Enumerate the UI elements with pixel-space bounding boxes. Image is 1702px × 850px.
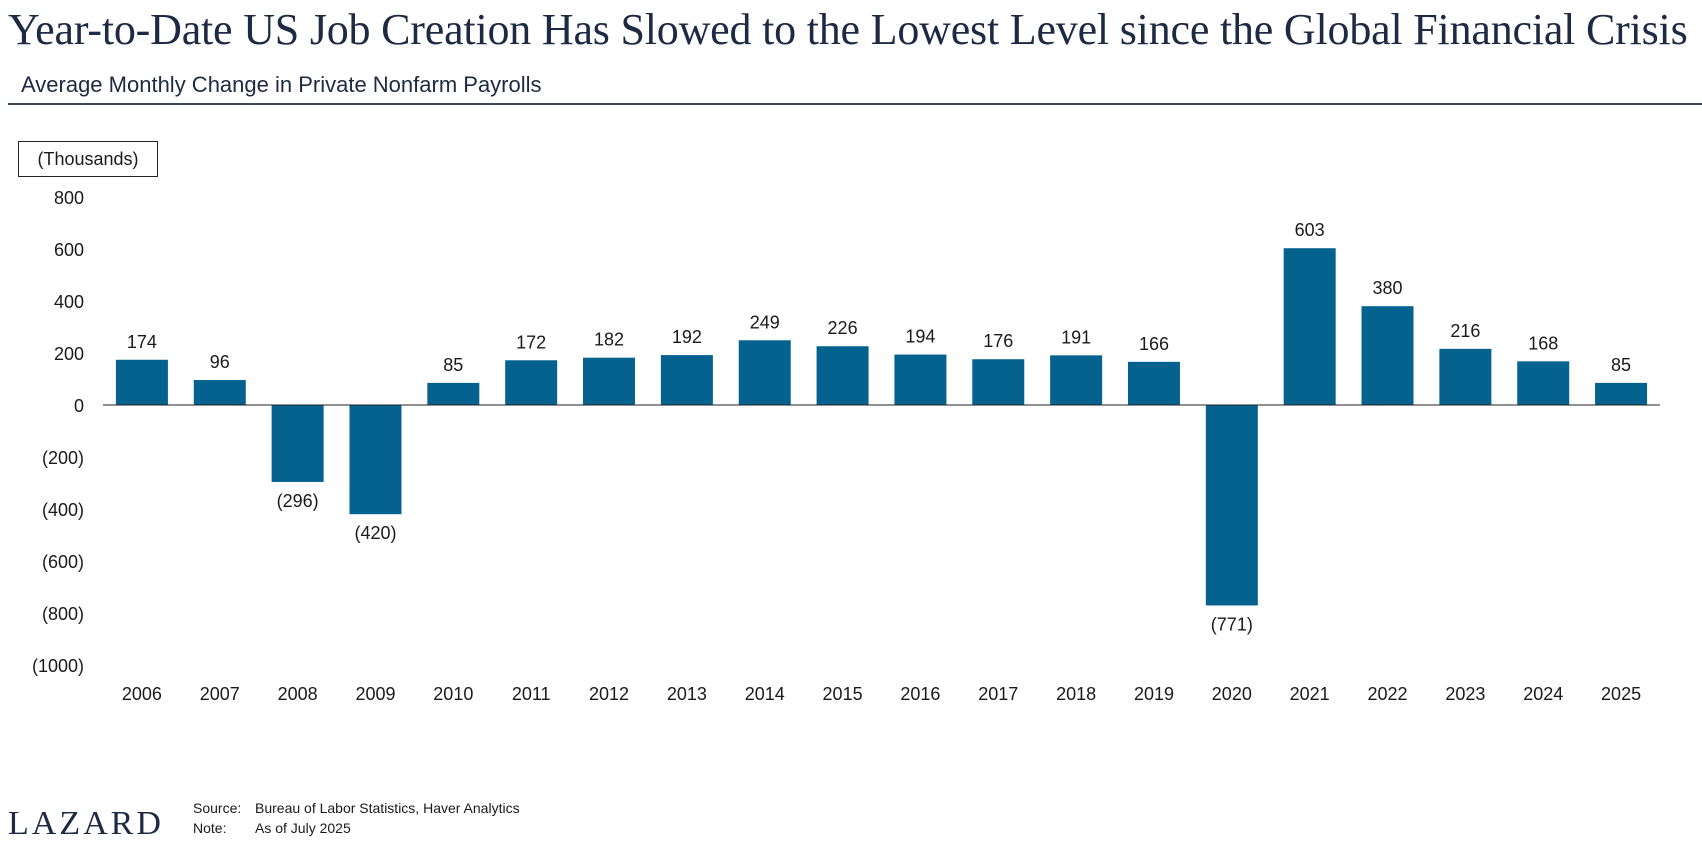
x-tick-label: 2006 xyxy=(122,684,162,704)
bar xyxy=(1283,248,1336,405)
x-tick-label: 2011 xyxy=(512,684,551,704)
lazard-logo: LAZARD xyxy=(8,805,164,842)
x-tick-label: 2022 xyxy=(1368,684,1408,704)
data-label: 85 xyxy=(443,355,463,375)
data-label: 172 xyxy=(516,332,546,352)
bar xyxy=(1127,361,1180,405)
bar xyxy=(115,359,168,405)
y-tick-label: 600 xyxy=(54,240,84,260)
x-tick-label: 2023 xyxy=(1445,684,1485,704)
data-label: (771) xyxy=(1211,614,1253,634)
x-tick-label: 2014 xyxy=(745,684,785,704)
x-tick-label: 2015 xyxy=(823,684,863,704)
bar xyxy=(349,405,402,515)
chart-title: Year-to-Date US Job Creation Has Slowed … xyxy=(8,5,1688,54)
x-tick-label: 2020 xyxy=(1212,684,1252,704)
data-label: 192 xyxy=(672,327,702,347)
y-tick-label: 800 xyxy=(54,188,84,208)
x-tick-label: 2016 xyxy=(900,684,940,704)
bar xyxy=(738,340,791,405)
data-label: 249 xyxy=(750,312,780,332)
x-tick-label: 2017 xyxy=(978,684,1018,704)
x-tick-label: 2009 xyxy=(355,684,395,704)
note-key: Note: xyxy=(193,820,227,836)
source-text: Bureau of Labor Statistics, Haver Analyt… xyxy=(255,800,520,816)
header-divider xyxy=(8,103,1702,105)
x-tick-label: 2008 xyxy=(278,684,318,704)
x-tick-label: 2025 xyxy=(1601,684,1641,704)
unit-label: (Thousands) xyxy=(18,141,158,177)
data-label: 226 xyxy=(828,318,858,338)
y-tick-label: (400) xyxy=(42,500,84,520)
chart-subtitle: Average Monthly Change in Private Nonfar… xyxy=(21,72,542,97)
bar xyxy=(1439,348,1492,405)
data-label: 174 xyxy=(127,332,157,352)
data-label: (420) xyxy=(354,523,396,543)
data-label: 166 xyxy=(1139,334,1169,354)
data-label: 191 xyxy=(1061,327,1091,347)
x-tick-label: 2018 xyxy=(1056,684,1096,704)
data-label: 96 xyxy=(210,352,230,372)
bar xyxy=(427,382,480,405)
data-label: 168 xyxy=(1528,333,1558,353)
bar xyxy=(1517,361,1570,405)
bar xyxy=(1205,405,1258,606)
bar xyxy=(816,346,869,405)
y-tick-label: (800) xyxy=(42,604,84,624)
note-text: As of July 2025 xyxy=(255,820,351,836)
bar xyxy=(1595,382,1648,405)
data-label: 216 xyxy=(1450,321,1480,341)
x-tick-label: 2019 xyxy=(1134,684,1174,704)
y-tick-label: (600) xyxy=(42,552,84,572)
bar xyxy=(271,405,324,482)
y-tick-label: (200) xyxy=(42,448,84,468)
data-label: 380 xyxy=(1373,278,1403,298)
x-tick-label: 2007 xyxy=(200,684,240,704)
bar xyxy=(660,355,713,405)
bar xyxy=(894,354,947,405)
y-tick-label: 400 xyxy=(54,292,84,312)
x-tick-label: 2021 xyxy=(1290,684,1330,704)
data-label: 603 xyxy=(1295,220,1325,240)
bar xyxy=(505,360,558,405)
x-tick-label: 2012 xyxy=(589,684,629,704)
bar xyxy=(1050,355,1103,405)
bar xyxy=(583,357,636,405)
x-tick-label: 2013 xyxy=(667,684,707,704)
x-tick-label: 2024 xyxy=(1523,684,1563,704)
y-tick-label: 200 xyxy=(54,344,84,364)
source-key: Source: xyxy=(193,800,242,816)
source-note: Source: Bureau of Labor Statistics, Haver… xyxy=(193,800,520,816)
bar-chart: 800 600 400 200 0 (200) (400) (600) (800) (1000) 1… xyxy=(32,188,1660,704)
date-note: Note: As of July 2025 xyxy=(193,820,351,836)
y-tick-label: 0 xyxy=(74,396,84,416)
x-tick-label: 2010 xyxy=(433,684,473,704)
y-tick-label: (1000) xyxy=(32,656,84,676)
bar xyxy=(193,380,246,405)
data-label: 194 xyxy=(905,327,935,347)
bar xyxy=(1361,306,1414,405)
data-label: 85 xyxy=(1611,355,1631,375)
data-label: 176 xyxy=(983,331,1013,351)
data-label: (296) xyxy=(277,491,319,511)
data-label: 182 xyxy=(594,330,624,350)
bar xyxy=(972,359,1025,405)
